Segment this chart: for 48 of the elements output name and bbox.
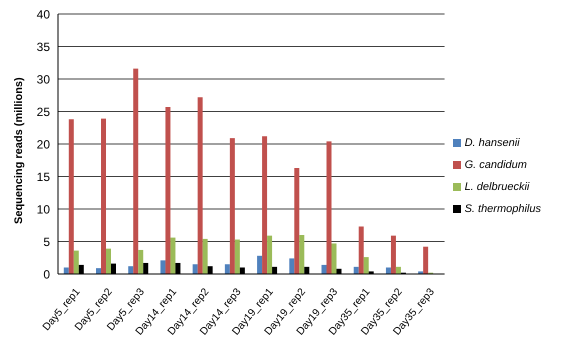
bar bbox=[364, 257, 369, 274]
y-tick-label: 0 bbox=[43, 267, 50, 282]
bar bbox=[322, 264, 327, 274]
y-tick-label: 20 bbox=[36, 137, 50, 152]
bar bbox=[106, 248, 112, 274]
legend-label: G. candidum bbox=[464, 159, 527, 171]
bar bbox=[74, 250, 79, 274]
y-tick-label: 40 bbox=[36, 7, 50, 22]
bar bbox=[358, 226, 364, 274]
bar bbox=[198, 97, 203, 274]
bar bbox=[326, 141, 332, 274]
bar bbox=[128, 266, 134, 274]
bar bbox=[224, 264, 230, 274]
bar bbox=[230, 138, 235, 274]
bar bbox=[257, 256, 262, 274]
legend-label: L. delbrueckii bbox=[464, 181, 530, 193]
bar bbox=[262, 136, 268, 274]
legend-label: S. thermophilus bbox=[464, 203, 541, 215]
bar bbox=[165, 106, 170, 274]
y-tick-label: 30 bbox=[36, 72, 50, 86]
bar bbox=[138, 250, 144, 274]
bar bbox=[386, 268, 391, 274]
bar bbox=[192, 264, 198, 274]
y-tick-label: 25 bbox=[36, 104, 50, 119]
bar bbox=[396, 266, 401, 274]
bar bbox=[64, 268, 69, 274]
bar bbox=[101, 118, 106, 274]
bar bbox=[68, 119, 74, 274]
bar bbox=[299, 235, 304, 274]
bar bbox=[332, 243, 337, 274]
bar bbox=[423, 246, 428, 274]
y-axis-title: Sequencing reads (millions) bbox=[12, 76, 25, 224]
bar bbox=[202, 238, 208, 274]
bar bbox=[354, 266, 359, 274]
bar bbox=[133, 68, 138, 274]
bar bbox=[234, 240, 240, 274]
legend-label: D. hansenii bbox=[464, 137, 520, 149]
y-tick-label: 5 bbox=[43, 234, 50, 249]
bar bbox=[267, 236, 272, 274]
bar bbox=[160, 260, 166, 274]
bar bbox=[96, 268, 102, 274]
bar bbox=[390, 236, 396, 274]
y-tick-label: 10 bbox=[36, 202, 50, 216]
bar bbox=[294, 168, 300, 274]
bar bbox=[170, 238, 176, 274]
y-tick-label: 15 bbox=[36, 170, 50, 184]
bar bbox=[289, 258, 294, 274]
y-tick-label: 35 bbox=[36, 40, 50, 54]
